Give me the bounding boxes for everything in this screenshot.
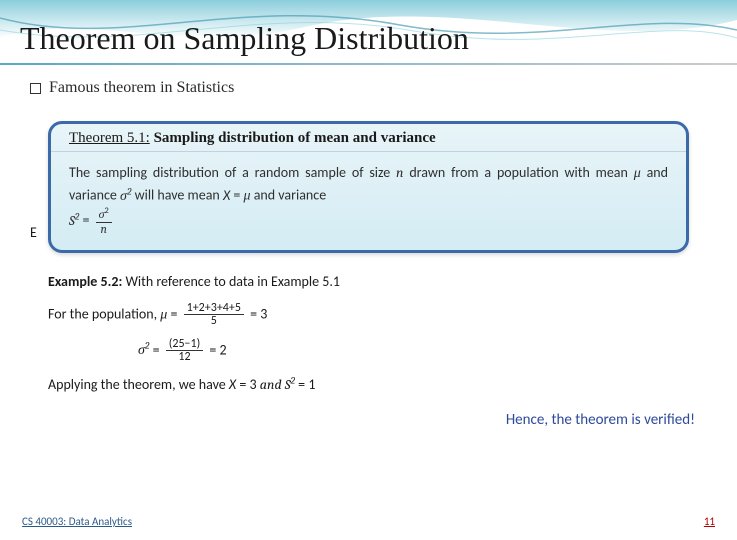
- footer: CS 40003: Data Analytics 11: [0, 515, 737, 528]
- mu-val: 3: [260, 305, 267, 322]
- example-apply-line: Applying the theorem, we have X = 3 and …: [48, 374, 689, 395]
- apply-pre: Applying the theorem, we have: [48, 376, 229, 393]
- var-mu: μ: [634, 164, 641, 181]
- example-label: Example 5.2:: [48, 273, 122, 290]
- mu-frac: 1+2+3+4+55: [184, 302, 244, 328]
- verify-text: Hence, the theorem is verified!: [0, 405, 737, 429]
- theorem-text-1: The sampling distribution of a random sa…: [69, 164, 396, 181]
- theorem-title: Sampling distribution of mean and varian…: [150, 130, 436, 146]
- theorem-text-2: drawn from a population with mean: [403, 164, 633, 181]
- theorem-box: Theorem 5.1: Sampling distribution of me…: [48, 121, 689, 253]
- sigma-frac: (25−1)12: [166, 338, 204, 364]
- theorem-header: Theorem 5.1: Sampling distribution of me…: [51, 124, 686, 152]
- bullet-famous-theorem: Famous theorem in Statistics: [0, 65, 737, 97]
- xbar-2: X: [229, 374, 236, 395]
- var-sigma2: σ2: [120, 187, 131, 204]
- s2-sym: S2: [285, 376, 295, 393]
- var-xbar: X: [223, 185, 230, 207]
- example-header: Example 5.2: With reference to data in E…: [48, 271, 689, 292]
- frac-sigma2-n: σ2n: [96, 207, 112, 235]
- s2-val: 1: [308, 376, 315, 393]
- example-title: With reference to data in Example 5.1: [122, 273, 340, 290]
- bullet-box-icon: [30, 83, 41, 94]
- theorem-text-4: will have mean: [131, 187, 223, 204]
- clipped-text-e: E: [30, 224, 37, 241]
- example-section: Example 5.2: With reference to data in E…: [0, 253, 737, 395]
- example-mu-line: For the population, μ = 1+2+3+4+55 = 3: [48, 302, 689, 328]
- footer-page: 11: [704, 515, 715, 528]
- xbar-val: 3: [250, 376, 257, 393]
- footer-course: CS 40003: Data Analytics: [22, 515, 132, 528]
- var-s2: S2: [69, 212, 79, 229]
- var-mu-2: μ: [244, 187, 251, 204]
- sigma-val: 2: [220, 341, 227, 358]
- theorem-label: Theorem 5.1:: [69, 130, 150, 146]
- slide-title: Theorem on Sampling Distribution: [0, 0, 737, 57]
- theorem-text-5: and variance: [251, 187, 327, 204]
- example-sigma-line: σ2 = (25−1)12 = 2: [48, 338, 689, 364]
- sigma2-sym: σ2: [138, 341, 149, 358]
- bullet-text: Famous theorem in Statistics: [49, 79, 234, 96]
- and-text: and: [260, 376, 285, 393]
- theorem-body: The sampling distribution of a random sa…: [51, 152, 686, 250]
- mu-sym: μ: [160, 305, 167, 322]
- pop-pre: For the population,: [48, 305, 160, 322]
